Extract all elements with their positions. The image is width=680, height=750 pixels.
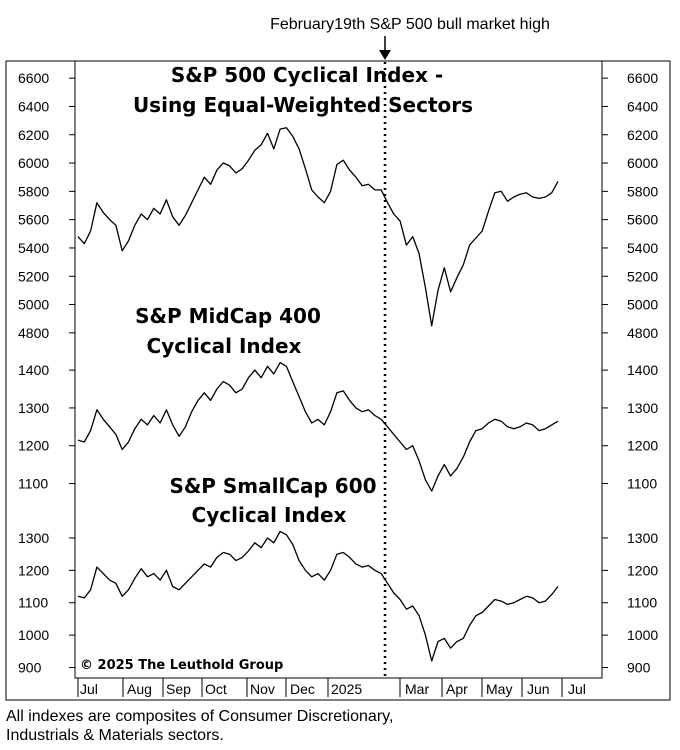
panel3-right-tick-label: 1100 (627, 595, 657, 611)
month-label: Mar (405, 681, 429, 697)
panel2-right-tick-label: 1200 (627, 438, 658, 454)
month-label: Jul (80, 681, 98, 697)
panel3-left-tick-label: 1100 (18, 595, 48, 611)
panel2-right-tick-label: 1300 (627, 400, 658, 416)
panel1-right-tick-label: 6400 (627, 98, 658, 114)
annotation-text: February19th S&P 500 bull market high (270, 16, 550, 33)
month-label: Apr (446, 681, 468, 697)
chart: February19th S&P 500 bull market high 48… (5, 16, 671, 701)
panel1-right-tick-label: 5200 (627, 268, 658, 284)
month-label: 2025 (331, 681, 362, 697)
panel3-right-tick-label: 1200 (627, 562, 658, 578)
month-label: Aug (127, 681, 152, 697)
panel3-left-tick-label: 1000 (18, 627, 49, 643)
month-label: Sep (166, 681, 191, 697)
month-label: Jul (568, 681, 586, 697)
panel2-right-tick-label: 1400 (627, 362, 658, 378)
panel1-left-tick-label: 6200 (18, 127, 49, 143)
panel2-left-tick-label: 1200 (18, 438, 49, 454)
panel2-title-line2: Cyclical Index (147, 334, 302, 358)
panel1-right-tick-label: 5400 (627, 240, 658, 256)
month-label: Dec (290, 681, 315, 697)
panel3-title-line2: Cyclical Index (192, 503, 347, 527)
panel1-left-tick-label: 6000 (18, 155, 49, 171)
panel2-left-tick-label: 1100 (18, 476, 48, 492)
panel2-title-line1: S&P MidCap 400 (135, 304, 321, 328)
panel1-right-tick-label: 6600 (627, 70, 658, 86)
panel2-left-tick-label: 1300 (18, 400, 49, 416)
panel1-left-tick-label: 5200 (18, 268, 49, 284)
panel3-right-tick-label: 1300 (627, 530, 658, 546)
panel3-title-line1: S&P SmallCap 600 (169, 474, 376, 498)
panel1-right-tick-label: 5800 (627, 183, 658, 199)
panel1-series-line (77, 127, 559, 327)
panel1-right-tick-label: 5000 (627, 297, 658, 313)
panel2-series-line (77, 361, 559, 492)
panel3-series-line (77, 530, 559, 662)
footnote: All indexes are composites of Consumer D… (6, 707, 606, 745)
panel1-left-tick-label: 6600 (18, 70, 49, 86)
panel1-left-tick-label: 5000 (18, 297, 49, 313)
panel2-right-tick-label: 1100 (627, 476, 657, 492)
footnote-line2: Industrials & Materials sectors. (6, 727, 224, 744)
panel1-left-tick-label: 5400 (18, 240, 49, 256)
plot-area (74, 60, 603, 679)
panel1-left-tick-label: 4800 (18, 325, 49, 341)
panel3-right-tick-label: 1000 (627, 627, 658, 643)
axis-ticks: 4800 4800 5000 5000 5200 5200 5400 5400 5600 5600… (18, 70, 658, 675)
copyright-text: © 2025 The Leuthold Group (80, 658, 283, 673)
footnote-line1: All indexes are composites of Consumer D… (6, 708, 394, 725)
panel1-left-tick-label: 5600 (18, 212, 49, 228)
panel2-left-tick-label: 1400 (18, 362, 49, 378)
chart-frame (5, 60, 671, 701)
panel1-title-line2: Using Equal-Weighted Sectors (133, 93, 473, 117)
month-label: May (486, 681, 512, 697)
panel1-right-tick-label: 5600 (627, 212, 658, 228)
panel3-left-tick-label: 1200 (18, 562, 49, 578)
month-label: Nov (250, 681, 275, 697)
panel1-right-tick-label: 6200 (627, 127, 658, 143)
panel1-right-tick-label: 6000 (627, 155, 658, 171)
panel3-left-tick-label: 900 (18, 660, 42, 676)
panel1-left-tick-label: 6400 (18, 98, 49, 114)
series-lines (77, 127, 559, 662)
month-label: Oct (205, 681, 227, 697)
panel3-right-tick-label: 900 (627, 660, 651, 676)
panel3-left-tick-label: 1300 (18, 530, 49, 546)
month-axis: Jul Aug Sep Oct Nov Dec 2025 Mar Apr May Jun Jul (77, 678, 586, 697)
panel1-title-line1: S&P 500 Cyclical Index - (171, 63, 443, 87)
panel1-left-tick-label: 5800 (18, 183, 49, 199)
month-label: Jun (527, 681, 550, 697)
panel1-right-tick-label: 4800 (627, 325, 658, 341)
annotation-arrow-head (379, 50, 391, 60)
